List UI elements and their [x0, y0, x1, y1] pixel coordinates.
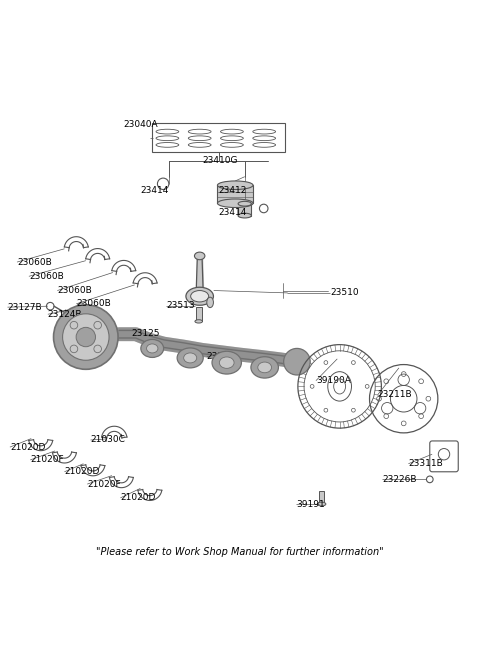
Text: 23125: 23125: [131, 328, 159, 338]
Text: 23111: 23111: [207, 352, 235, 361]
Ellipse shape: [238, 201, 252, 206]
Circle shape: [70, 321, 78, 329]
Circle shape: [94, 345, 101, 353]
Circle shape: [284, 348, 310, 375]
Text: 21020D: 21020D: [10, 443, 45, 451]
Ellipse shape: [217, 181, 253, 189]
Ellipse shape: [186, 287, 214, 306]
Ellipse shape: [251, 357, 278, 378]
Circle shape: [54, 305, 118, 369]
Text: 21020D: 21020D: [64, 467, 100, 476]
Text: 39190A: 39190A: [316, 376, 351, 385]
Ellipse shape: [217, 199, 253, 208]
Text: 23040A: 23040A: [124, 120, 158, 129]
Text: 23311B: 23311B: [408, 459, 443, 468]
Bar: [152, 123, 285, 152]
Circle shape: [62, 314, 109, 360]
Ellipse shape: [317, 502, 326, 506]
Text: 21020F: 21020F: [30, 455, 64, 464]
Circle shape: [76, 327, 96, 347]
Text: 23510: 23510: [330, 288, 359, 298]
Ellipse shape: [191, 290, 209, 302]
Circle shape: [70, 345, 78, 353]
Text: 23414: 23414: [219, 208, 247, 217]
Text: 23513: 23513: [167, 301, 195, 310]
Ellipse shape: [141, 340, 164, 357]
Ellipse shape: [195, 320, 203, 323]
Text: "Please refer to Work Shop Manual for further information": "Please refer to Work Shop Manual for fu…: [96, 547, 384, 557]
Bar: [217, 185, 253, 203]
Ellipse shape: [207, 297, 214, 307]
Text: 23211B: 23211B: [378, 390, 412, 399]
Ellipse shape: [184, 353, 197, 363]
Text: 23414: 23414: [140, 187, 169, 195]
Circle shape: [94, 321, 101, 329]
Text: 23060B: 23060B: [76, 300, 111, 308]
Text: 21020D: 21020D: [120, 493, 156, 503]
Bar: [319, 491, 324, 504]
Ellipse shape: [194, 252, 205, 260]
Text: 23060B: 23060B: [17, 258, 52, 267]
Ellipse shape: [238, 214, 252, 218]
Text: 23127B: 23127B: [8, 303, 42, 311]
Text: 23060B: 23060B: [29, 272, 64, 281]
Text: 23412: 23412: [219, 187, 247, 195]
Bar: [196, 307, 202, 321]
Ellipse shape: [219, 357, 234, 369]
Text: 23410G: 23410G: [202, 156, 238, 164]
Text: 39191: 39191: [296, 499, 325, 509]
Text: 23060B: 23060B: [57, 286, 92, 295]
Text: 23124B: 23124B: [48, 309, 83, 319]
Ellipse shape: [258, 362, 272, 373]
Ellipse shape: [212, 351, 241, 374]
Bar: [238, 204, 252, 215]
Text: 23226B: 23226B: [383, 475, 417, 484]
Text: 21020F: 21020F: [87, 480, 121, 489]
Ellipse shape: [177, 348, 203, 368]
Ellipse shape: [146, 344, 158, 353]
Text: 21030C: 21030C: [91, 436, 125, 445]
